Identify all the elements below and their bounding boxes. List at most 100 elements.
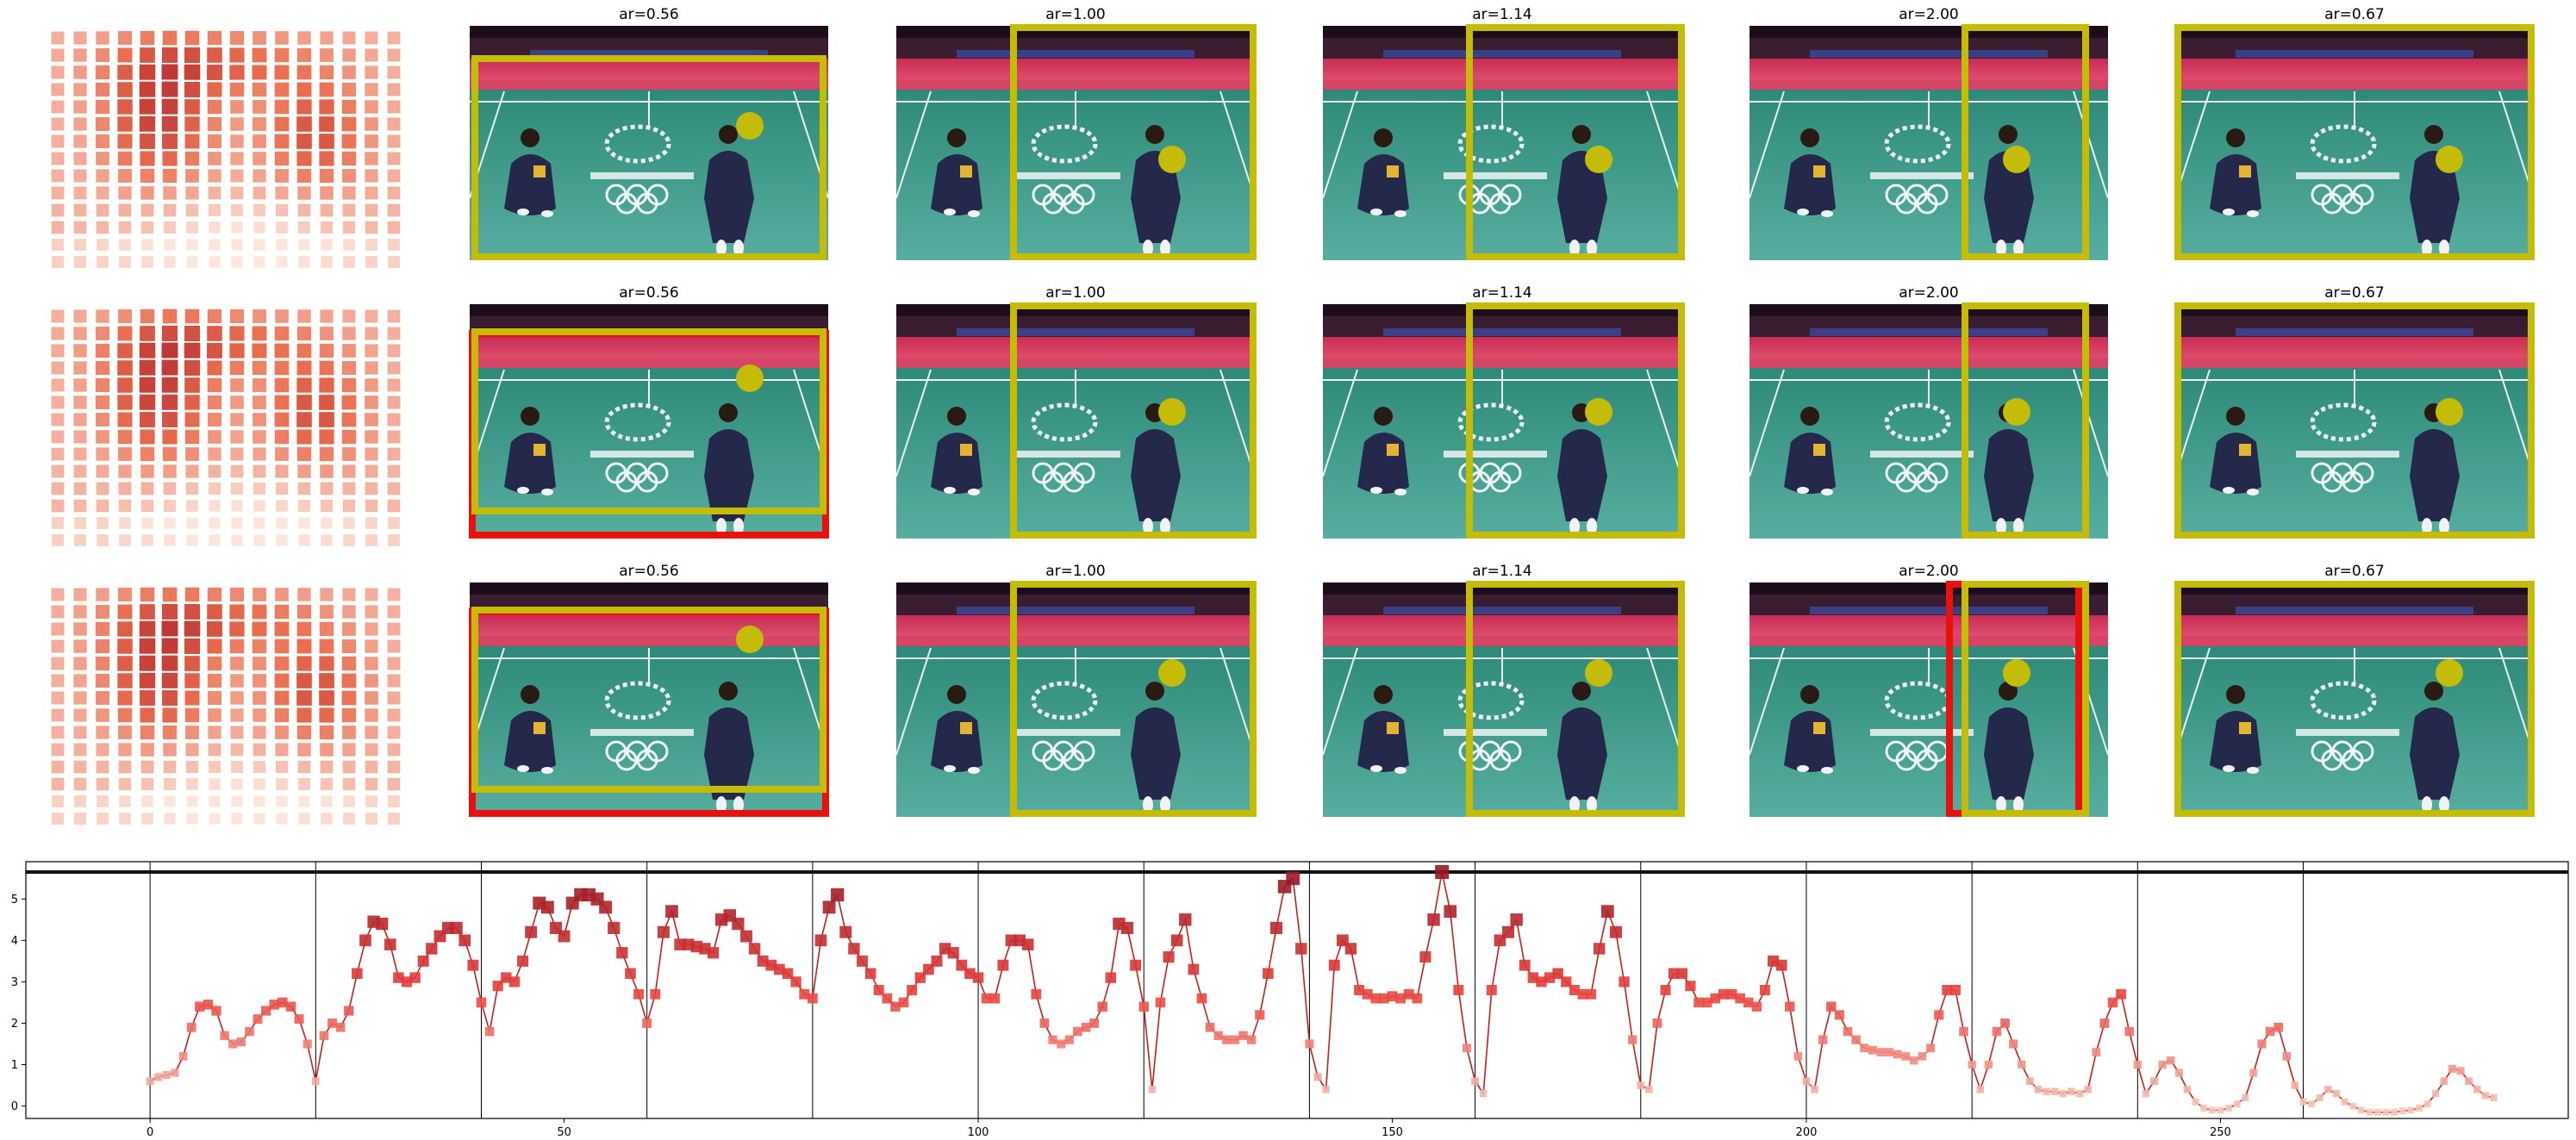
yellow-box [1010, 24, 1257, 260]
data-point [882, 993, 893, 1004]
photo [1750, 26, 2108, 260]
data-point [1860, 1043, 1869, 1053]
data-point [2249, 1068, 2258, 1077]
data-point [401, 976, 413, 987]
data-point [1247, 1035, 1257, 1044]
data-point [1843, 1026, 1853, 1037]
yellow-dot [2436, 398, 2463, 426]
data-point [2391, 1108, 2398, 1116]
yellow-dot [1585, 659, 1612, 687]
data-point [1395, 993, 1406, 1004]
x-tick-label: 200 [1796, 1126, 1818, 1139]
data-point [1328, 959, 1340, 971]
data-point [2373, 1108, 2381, 1116]
grid-row: ar=0.56 ar=1.00 ar=1.14 ar=2.00 ar=0.67 [43, 6, 2534, 268]
yellow-box [1466, 24, 1685, 260]
data-point [1444, 905, 1457, 919]
data-point [1918, 1052, 1927, 1061]
photo [1750, 582, 2108, 817]
data-point [393, 972, 404, 983]
y-tick-label: 1 [11, 1059, 18, 1072]
figure-grid: ar=0.56 ar=1.00 ar=1.14 ar=2.00 ar=0.67ar=0.… [43, 6, 2576, 825]
data-point [1196, 993, 1207, 1004]
chart-x-ticks: 0 50 100 150 200 250 [147, 1118, 2231, 1139]
panel-title: ar=2.00 [1899, 6, 1959, 23]
data-point [303, 1039, 312, 1049]
data-point [2324, 1086, 2332, 1093]
data-point [2158, 1060, 2167, 1069]
data-point [211, 1006, 221, 1016]
data-point [492, 981, 503, 992]
yellow-dot [1585, 398, 1612, 426]
image-panel: ar=1.14 [1323, 284, 1685, 539]
data-point [1073, 1026, 1082, 1037]
data-point [1179, 913, 1192, 926]
data-point [2308, 1100, 2316, 1108]
data-point [1693, 997, 1704, 1008]
data-point [525, 925, 538, 938]
data-point [1594, 943, 1606, 955]
photo [470, 304, 828, 539]
data-point [625, 968, 636, 980]
data-point [2084, 1086, 2092, 1093]
data-point [146, 1077, 154, 1086]
data-point [2357, 1106, 2365, 1114]
data-point [2068, 1087, 2075, 1096]
yellow-box [471, 328, 826, 514]
data-point [616, 947, 628, 959]
data-point [1934, 1010, 1944, 1020]
data-point [2416, 1104, 2423, 1112]
data-point [981, 993, 992, 1004]
data-point [1419, 950, 1431, 963]
data-point [236, 1037, 246, 1047]
data-point [517, 955, 529, 967]
chart-y-ticks: 0 1 2 3 4 5 [11, 894, 26, 1113]
data-point [2456, 1067, 2465, 1075]
yellow-box [1962, 24, 2089, 260]
data-point [1286, 871, 1300, 886]
data-point [278, 997, 288, 1008]
photo [1323, 582, 1681, 817]
data-point [2299, 1098, 2307, 1106]
data-point [458, 934, 471, 947]
chart-series-group [146, 865, 2498, 1116]
data-point [1519, 959, 1531, 971]
data-point [2025, 1077, 2034, 1086]
data-point [1876, 1048, 1886, 1057]
data-point [558, 930, 571, 943]
data-point [2217, 1106, 2224, 1114]
data-point [822, 900, 836, 914]
data-point [344, 1006, 354, 1016]
yellow-box [1466, 302, 1685, 539]
yellow-dot [736, 364, 764, 392]
data-point [956, 959, 968, 971]
data-point [2398, 1107, 2406, 1115]
data-point [1462, 1043, 1471, 1053]
data-point [931, 955, 943, 967]
data-point [864, 968, 876, 980]
data-point [195, 1001, 205, 1012]
data-point [285, 1001, 296, 1012]
data-point [1387, 991, 1398, 1002]
data-point [508, 976, 521, 987]
data-point [1775, 959, 1787, 971]
data-point [1885, 1048, 1893, 1057]
data-point [1064, 1035, 1074, 1044]
data-point [228, 1039, 238, 1049]
data-point [1942, 985, 1953, 995]
photo [896, 304, 1255, 539]
y-tick-label: 3 [11, 976, 18, 989]
data-point [1818, 1035, 1828, 1044]
yellow-box [1962, 581, 2089, 817]
data-point [359, 934, 371, 947]
data-point [1968, 1060, 1976, 1069]
data-point [599, 900, 613, 914]
chart-plot-frame [25, 861, 2569, 1119]
yellow-box [471, 55, 826, 260]
data-point [2099, 1019, 2110, 1028]
panel-title: ar=1.14 [1472, 563, 1532, 580]
data-point [1269, 921, 1283, 934]
data-point [814, 934, 827, 947]
data-point [914, 972, 926, 983]
x-tick-label: 50 [557, 1126, 571, 1139]
